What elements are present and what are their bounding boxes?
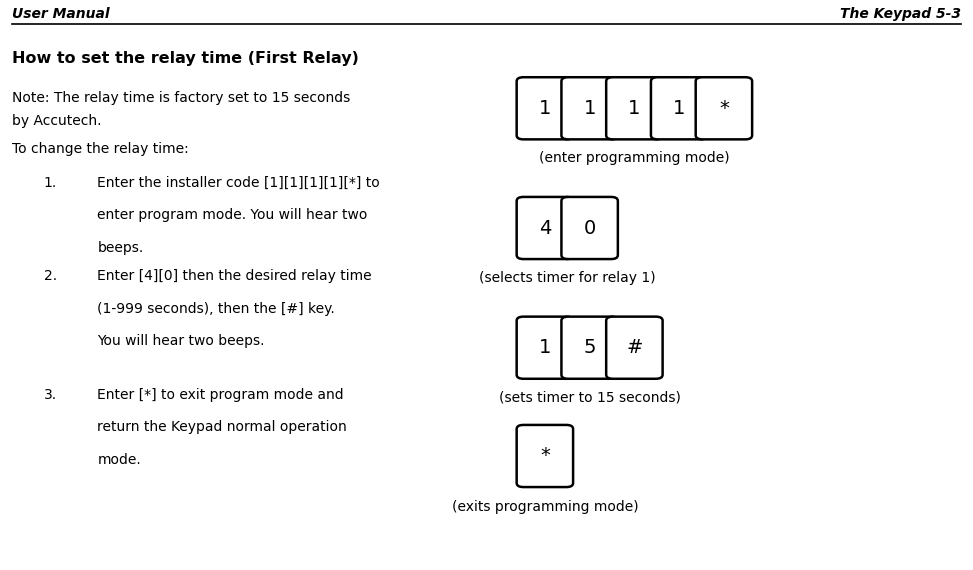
Text: (sets timer to 15 seconds): (sets timer to 15 seconds) — [499, 390, 680, 405]
Text: Enter [*] to exit program mode and: Enter [*] to exit program mode and — [97, 388, 343, 402]
Text: 1: 1 — [584, 99, 595, 118]
Text: 1: 1 — [539, 338, 551, 357]
Text: (selects timer for relay 1): (selects timer for relay 1) — [479, 271, 656, 285]
Text: 5: 5 — [584, 338, 595, 357]
FancyBboxPatch shape — [651, 77, 707, 139]
Text: User Manual: User Manual — [12, 7, 109, 21]
FancyBboxPatch shape — [696, 77, 752, 139]
FancyBboxPatch shape — [606, 77, 663, 139]
Text: 0: 0 — [584, 218, 595, 238]
Text: *: * — [540, 446, 550, 466]
FancyBboxPatch shape — [517, 77, 573, 139]
Text: beeps.: beeps. — [97, 241, 144, 255]
Text: Enter the installer code [1][1][1][1][*] to: Enter the installer code [1][1][1][1][*]… — [97, 176, 380, 190]
Text: (enter programming mode): (enter programming mode) — [539, 151, 730, 165]
Text: To change the relay time:: To change the relay time: — [12, 142, 189, 157]
FancyBboxPatch shape — [561, 317, 618, 378]
Text: *: * — [719, 99, 729, 118]
Text: 4: 4 — [539, 218, 551, 238]
Text: The Keypad 5-3: The Keypad 5-3 — [841, 7, 961, 21]
Text: mode.: mode. — [97, 453, 141, 467]
Text: Note: The relay time is factory set to 15 seconds: Note: The relay time is factory set to 1… — [12, 91, 350, 105]
FancyBboxPatch shape — [517, 425, 573, 487]
Text: 1: 1 — [629, 99, 640, 118]
Text: by Accutech.: by Accutech. — [12, 114, 101, 128]
Text: #: # — [627, 338, 642, 357]
Text: return the Keypad normal operation: return the Keypad normal operation — [97, 420, 347, 434]
Text: 2.: 2. — [44, 269, 56, 283]
FancyBboxPatch shape — [517, 197, 573, 259]
Text: (1-999 seconds), then the [#] key.: (1-999 seconds), then the [#] key. — [97, 302, 335, 316]
Text: 1: 1 — [539, 99, 551, 118]
Text: You will hear two beeps.: You will hear two beeps. — [97, 334, 265, 348]
Text: enter program mode. You will hear two: enter program mode. You will hear two — [97, 208, 368, 222]
FancyBboxPatch shape — [561, 197, 618, 259]
Text: (exits programming mode): (exits programming mode) — [451, 500, 638, 515]
Text: 3.: 3. — [44, 388, 56, 402]
Text: 1: 1 — [673, 99, 685, 118]
FancyBboxPatch shape — [606, 317, 663, 378]
Text: 1.: 1. — [44, 176, 57, 190]
FancyBboxPatch shape — [561, 77, 618, 139]
Text: How to set the relay time (First Relay): How to set the relay time (First Relay) — [12, 51, 359, 66]
Text: Enter [4][0] then the desired relay time: Enter [4][0] then the desired relay time — [97, 269, 372, 283]
FancyBboxPatch shape — [517, 317, 573, 378]
